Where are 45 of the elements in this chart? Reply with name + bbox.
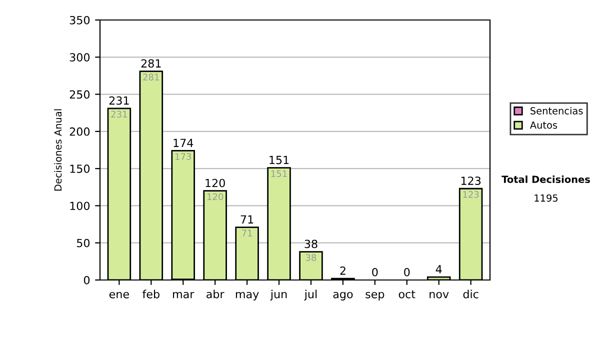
data-label: 123 — [463, 191, 479, 198]
x-tick-label: jun — [270, 290, 287, 300]
x-tick-label: mar — [173, 292, 194, 298]
total-label: 231 — [109, 96, 129, 105]
x-tick-label: may — [236, 292, 259, 300]
data-label: 281 — [143, 74, 159, 80]
y-tick-label: 150 — [70, 164, 90, 173]
total-label: 38 — [304, 240, 318, 248]
y-tick-label: 0 — [84, 276, 90, 284]
x-tick-label: ago — [333, 292, 353, 300]
x-tick-label: dic — [463, 290, 478, 298]
total-label: 0 — [372, 268, 378, 276]
total-label: 281 — [141, 59, 161, 68]
total-label: 120 — [206, 178, 225, 188]
data-label: 120 — [207, 193, 224, 200]
x-tick-label: ene — [109, 292, 129, 298]
total-label: 2 — [340, 266, 346, 275]
y-tick-label: 200 — [70, 127, 90, 136]
x-tick-label: sep — [366, 292, 384, 300]
total-label: 151 — [270, 156, 289, 164]
total-label: 4 — [436, 265, 442, 274]
y-tick-label: 50 — [76, 238, 90, 248]
total-label: 0 — [404, 268, 410, 276]
data-label: 38 — [306, 254, 316, 261]
total-label: 71 — [240, 215, 254, 224]
y-tick-label: 300 — [70, 53, 90, 62]
data-label: 71 — [242, 230, 252, 236]
x-tick-label: feb — [142, 290, 160, 298]
legend-label: Autos — [530, 122, 558, 129]
data-label: 173 — [175, 153, 192, 160]
y-axis-title: Decisiones Anual — [54, 109, 62, 191]
y-tick-label: 350 — [70, 16, 90, 24]
y-tick-label: 250 — [70, 90, 90, 99]
total-label: 174 — [174, 138, 194, 147]
x-tick-label: jul — [304, 290, 317, 300]
legend-label: Sentencias — [530, 106, 583, 114]
total-label: 123 — [461, 176, 481, 185]
x-tick-label: abr — [206, 290, 224, 298]
x-tick-label: oct — [398, 290, 416, 298]
data-label: 151 — [271, 170, 287, 178]
x-tick-label: nov — [430, 292, 449, 298]
y-tick-label: 100 — [70, 202, 90, 210]
text: Total Decisiones — [502, 175, 590, 184]
data-label: 231 — [111, 110, 127, 118]
text: 1195 — [534, 194, 558, 202]
